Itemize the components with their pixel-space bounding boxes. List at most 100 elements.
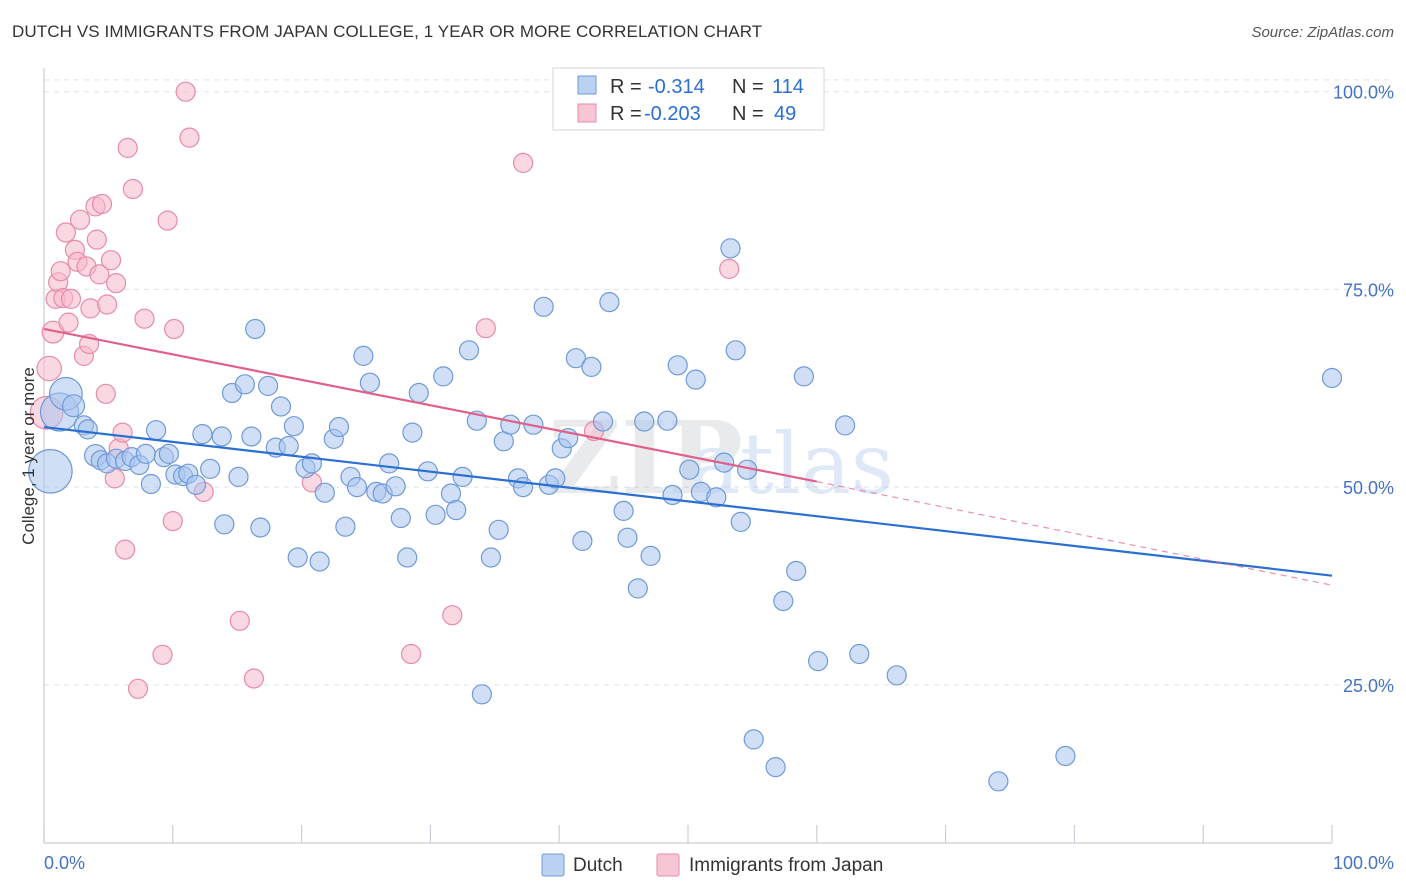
dutch-point: [346, 477, 368, 498]
dutch-point: [283, 416, 304, 437]
dutch-point: [533, 296, 554, 317]
dutch-point: [743, 729, 764, 750]
japan-point: [164, 318, 185, 340]
japan-point: [157, 210, 178, 231]
dutch-point: [433, 366, 454, 387]
series-dutch: [28, 238, 1343, 792]
dutch-point: [662, 484, 683, 506]
dutch-point: [245, 318, 266, 340]
dutch-point: [425, 504, 446, 525]
japan-point: [175, 81, 196, 102]
dutch-point: [192, 424, 213, 445]
dutch-point: [328, 416, 350, 438]
dutch-point: [634, 411, 655, 432]
dutch-point: [1055, 745, 1076, 767]
dutch-point: [685, 369, 706, 390]
dutch-point: [359, 372, 380, 393]
dutch-point: [397, 547, 418, 568]
japan-point: [36, 355, 62, 382]
dutch-point: [720, 238, 741, 259]
japan-point: [69, 209, 91, 230]
y-tick-labels: 25.0% 50.0% 75.0% 100.0%: [1333, 83, 1394, 696]
japan-point: [179, 127, 200, 148]
dutch-point: [402, 422, 423, 443]
dutch-point: [765, 756, 786, 778]
dutch-point: [278, 435, 299, 457]
dutch-point: [234, 374, 255, 395]
dutch-point: [353, 345, 374, 366]
stats-swatch-japan: [577, 103, 597, 123]
trend-line-japan: [43, 327, 818, 483]
dutch-point: [988, 771, 1009, 792]
dutch-point: [849, 643, 870, 665]
dutch-point: [657, 410, 678, 431]
japan-point: [243, 668, 264, 689]
source-attribution: Source: ZipAtlas.com: [1251, 24, 1394, 41]
stats-r-value-dutch: -0.314: [648, 76, 705, 98]
y-tick-label-100: 100.0%: [1333, 83, 1394, 103]
dutch-point: [730, 511, 751, 533]
dutch-point: [228, 466, 249, 487]
dutch-point: [314, 482, 335, 503]
dutch-point: [146, 420, 167, 441]
japan-point: [229, 610, 250, 631]
japan-point: [96, 294, 118, 315]
dutch-point: [512, 477, 534, 498]
stats-r-label-dutch: R =: [610, 76, 642, 98]
japan-point: [719, 258, 740, 279]
japan-point: [89, 264, 110, 285]
dutch-point: [250, 517, 271, 538]
japan-point: [512, 152, 534, 173]
japan-point: [95, 383, 116, 404]
dutch-point: [135, 443, 156, 464]
dutch-point: [408, 382, 429, 404]
stats-n-label-japan: N =: [732, 103, 764, 125]
dutch-point: [287, 547, 308, 568]
japan-point: [100, 250, 122, 271]
japan-point: [86, 229, 107, 250]
dutch-point: [258, 375, 279, 396]
dutch-point: [158, 443, 179, 464]
dutch-point: [214, 514, 235, 535]
stats-box-frame: [552, 67, 825, 131]
dutch-point: [786, 560, 807, 582]
japan-point: [55, 222, 77, 243]
trend-line-dutch: [43, 425, 1333, 577]
legend-swatch-japan: [656, 853, 680, 877]
dutch-point: [706, 487, 727, 508]
legend-swatch-dutch: [541, 853, 565, 877]
dutch-point: [725, 340, 746, 361]
legend-label-japan: Immigrants from Japan: [689, 855, 883, 876]
dutch-point: [488, 519, 509, 540]
japan-point: [442, 605, 463, 626]
dutch-point: [211, 426, 232, 447]
dutch-point: [140, 473, 161, 495]
dutch-point: [807, 650, 829, 672]
chart-title: DUTCH VS IMMIGRANTS FROM JAPAN COLLEGE, …: [12, 22, 763, 41]
dutch-point: [599, 292, 620, 313]
japan-point: [134, 308, 155, 329]
stats-swatch-dutch: [577, 75, 597, 95]
dutch-point: [200, 458, 221, 479]
dutch-point: [592, 411, 614, 432]
dutch-point: [793, 366, 815, 387]
dutch-point: [471, 684, 492, 705]
stats-n-label-dutch: N =: [732, 76, 764, 98]
dutch-point: [379, 453, 400, 474]
dutch-point: [834, 415, 856, 436]
dutch-point: [627, 578, 648, 599]
x-tick-label-100: 100.0%: [1333, 853, 1394, 873]
dutch-point: [667, 355, 688, 376]
dutch-point: [270, 396, 292, 417]
y-axis-label: College, 1 year or more: [19, 367, 38, 545]
japan-point: [117, 137, 138, 158]
japan-point: [122, 178, 143, 200]
dutch-point: [390, 507, 411, 529]
stats-n-value-japan: 49: [774, 103, 796, 125]
japan-point: [162, 510, 183, 532]
legend: Dutch Immigrants from Japan: [541, 853, 883, 877]
stats-box: R = -0.314 N = 114 R = -0.203 N = 49: [552, 67, 825, 131]
japan-point: [91, 193, 113, 215]
dutch-point: [1321, 367, 1343, 389]
